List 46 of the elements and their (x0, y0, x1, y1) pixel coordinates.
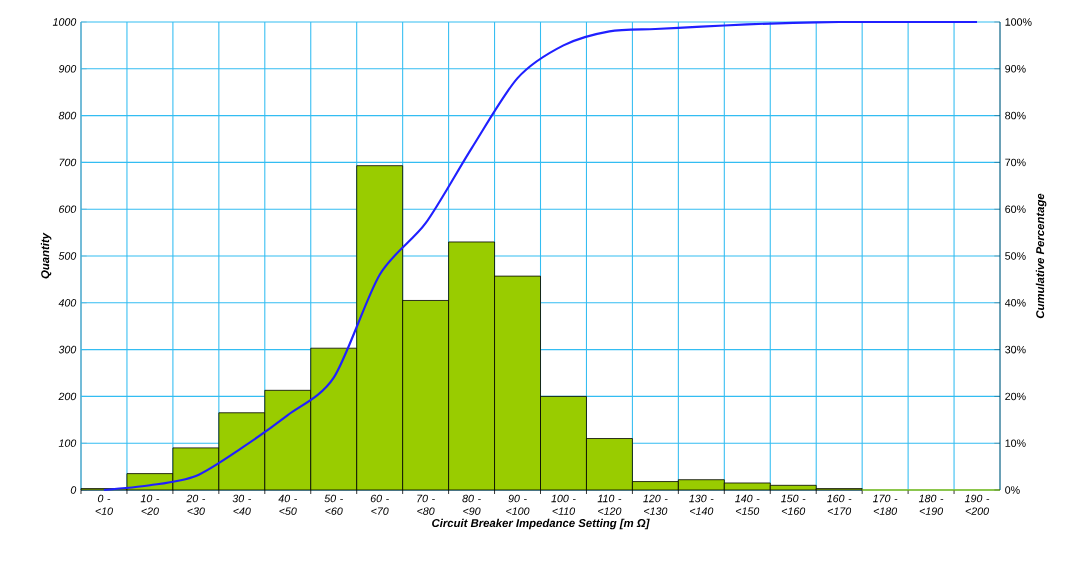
y2-tick-label: 60% (1005, 205, 1026, 213)
y-tick-label: 300 (58, 345, 77, 354)
x-tick-label: 60 - <70 (370, 494, 389, 515)
y-tick-label: 900 (58, 65, 77, 73)
y2-tick-label: 10% (1005, 439, 1026, 447)
y2-tick-label: 70% (1005, 158, 1026, 167)
x-tick-label: 10 - <20 (140, 494, 160, 515)
y2-tick-label: 20% (1005, 392, 1026, 401)
x-tick-label: 170 - <180 (872, 494, 898, 515)
x-tick-label: 100 - <110 (551, 494, 576, 515)
x-tick-label: 160 - <170 (827, 494, 852, 515)
y-tick-label: 600 (59, 205, 77, 213)
y2-axis-title: Cumulative Percentage (1035, 193, 1047, 319)
x-axis-title: Circuit Breaker Impedance Setting [m Ω] (432, 518, 650, 530)
x-tick-label: 190 - <200 (964, 494, 990, 515)
x-tick-label: 20 - <30 (186, 494, 206, 515)
y2-tick-label: 40% (1004, 299, 1026, 307)
x-tick-label: 150 - <160 (781, 494, 806, 515)
y-tick-label: 1000 (52, 18, 77, 26)
y2-tick-label: 90% (1005, 65, 1026, 73)
y-tick-label: 700 (59, 158, 77, 167)
x-tick-label: 70 - <80 (417, 494, 435, 515)
y2-tick-label: 30% (1005, 345, 1026, 354)
x-tick-label: 140 - <150 (735, 494, 760, 515)
y-axis-title: Quantity (40, 232, 52, 279)
y2-tick-label: 50% (1005, 252, 1026, 260)
x-tick-label: 130 - <140 (689, 494, 714, 515)
y2-tick-label: 80% (1005, 111, 1026, 120)
x-tick-label: 80 - <90 (462, 494, 481, 515)
y-tick-label: 0 (70, 486, 77, 494)
x-tick-label: 110 - <120 (597, 494, 622, 515)
line-series (102, 20, 979, 492)
x-tick-label: 90 - <100 (506, 494, 530, 515)
x-tick-label: 50 - <60 (324, 494, 343, 515)
y-tick-label: 500 (58, 252, 77, 260)
x-tick-label: 0 - <10 (95, 494, 113, 515)
x-tick-label: 30 - <40 (232, 494, 252, 515)
y-tick-label: 400 (58, 299, 77, 307)
x-tick-label: 120 - <130 (643, 494, 668, 515)
y2-tick-label: 100% (1005, 18, 1032, 26)
y-tick-label: 200 (58, 392, 77, 401)
y-tick-label: 800 (58, 111, 77, 120)
x-tick-label: 180 - <190 (918, 494, 944, 515)
y-tick-label: 100 (58, 439, 77, 447)
y2-tick-label: 0% (1005, 486, 1020, 494)
x-tick-label: 40 - <50 (278, 494, 298, 515)
